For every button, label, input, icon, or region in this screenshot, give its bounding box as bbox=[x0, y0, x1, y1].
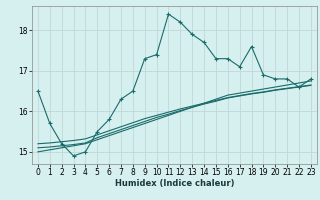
X-axis label: Humidex (Indice chaleur): Humidex (Indice chaleur) bbox=[115, 179, 234, 188]
